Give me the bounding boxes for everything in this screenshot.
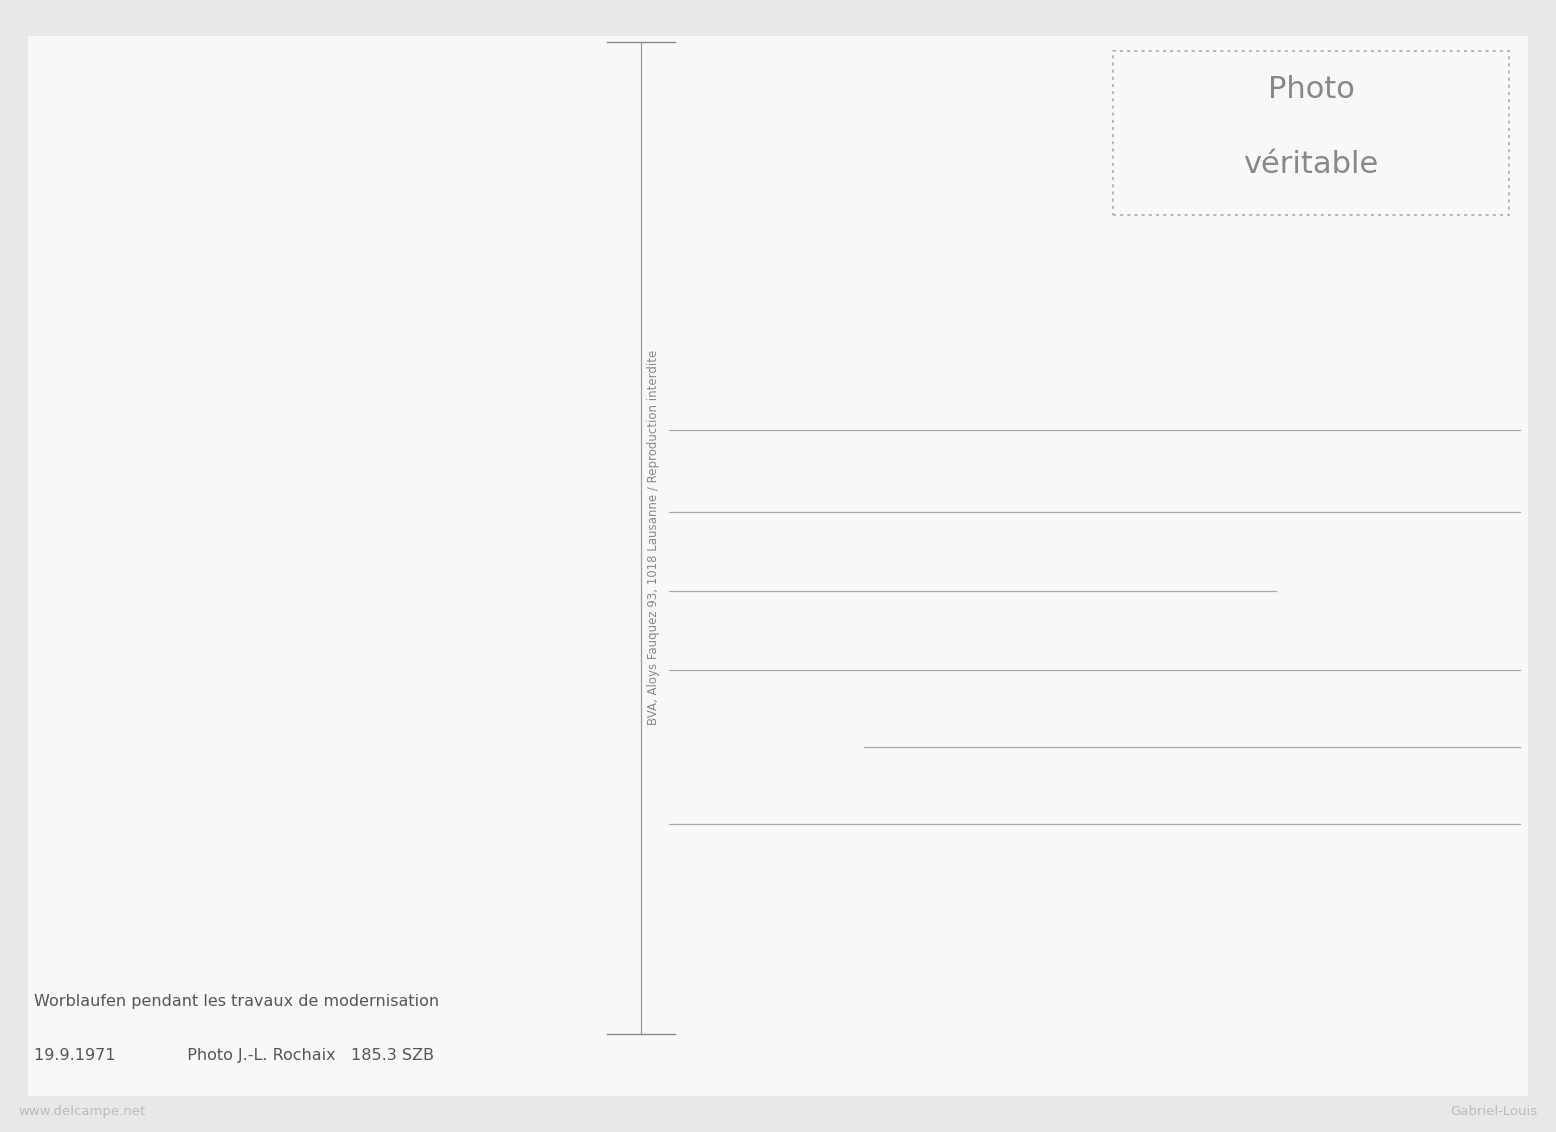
- Text: Photo: Photo: [1268, 76, 1354, 104]
- Text: Worblaufen pendant les travaux de modernisation: Worblaufen pendant les travaux de modern…: [34, 994, 439, 1010]
- Text: Gabriel-Louis: Gabriel-Louis: [1450, 1106, 1537, 1118]
- Text: véritable: véritable: [1243, 151, 1379, 179]
- Text: 19.9.1971              Photo J.-L. Rochaix   185.3 SZB: 19.9.1971 Photo J.-L. Rochaix 185.3 SZB: [34, 1047, 434, 1063]
- Text: www.delcampe.net: www.delcampe.net: [19, 1106, 146, 1118]
- Text: BVA, Aloys Fauquez 93, 1018 Lausanne / Reproduction interdite: BVA, Aloys Fauquez 93, 1018 Lausanne / R…: [647, 350, 660, 726]
- Bar: [1113, 51, 1509, 215]
